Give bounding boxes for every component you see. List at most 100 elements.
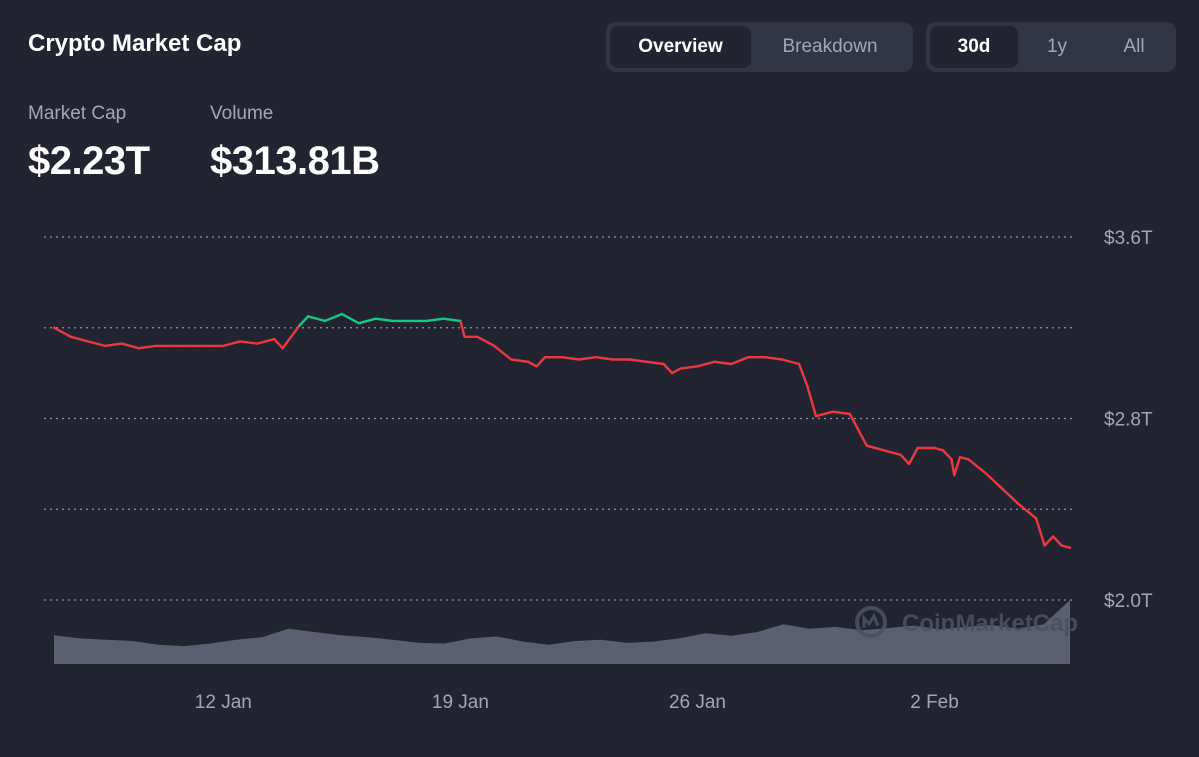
price-line-segment (137, 344, 157, 350)
price-point (899, 453, 902, 456)
y-axis: $2.0T $2.8T $3.6T (1104, 228, 1153, 612)
price-line-segment (357, 317, 377, 325)
price-line-segment (730, 356, 750, 366)
price-line-segment (256, 337, 276, 345)
price-point (222, 345, 225, 347)
price-line-segment (340, 312, 360, 325)
price-point (103, 345, 106, 347)
x-tick-label: 26 Jan (669, 692, 726, 713)
price-point (730, 363, 733, 365)
price-point (679, 367, 682, 370)
price-line-segment (953, 455, 962, 477)
x-tick-label: 2 Feb (910, 692, 959, 713)
price-line-segment (306, 315, 327, 323)
market-cap-stat: Market Cap $2.23T (28, 103, 150, 184)
price-point (671, 372, 673, 374)
price-point (645, 360, 648, 363)
price-point (628, 358, 631, 361)
price-point (425, 320, 428, 322)
price-point (849, 413, 851, 415)
y-tick-label: $2.8T (1104, 410, 1153, 431)
price-point (967, 458, 970, 461)
price-point (298, 324, 301, 327)
price-line-segment (984, 471, 1004, 490)
range-30d-button[interactable]: 30d (930, 26, 1018, 68)
price-point (120, 342, 123, 345)
price-line-layer (52, 312, 1072, 549)
tab-overview[interactable]: Overview (610, 26, 751, 68)
price-line-segment (281, 335, 293, 350)
price-line-segment (69, 335, 90, 343)
price-point (953, 474, 956, 477)
price-point (942, 449, 944, 452)
price-point (696, 365, 699, 368)
price-line-segment (1018, 503, 1038, 520)
price-point (87, 340, 89, 343)
price-point (950, 458, 953, 461)
price-line-segment (941, 449, 953, 461)
price-point (662, 363, 665, 365)
price-line-segment (120, 342, 140, 350)
range-1y-button[interactable]: 1y (1046, 36, 1068, 57)
price-point (256, 342, 259, 345)
price-point (865, 444, 868, 447)
tab-breakdown[interactable]: Breakdown (782, 36, 878, 57)
price-line-segment (594, 356, 614, 361)
price-line-segment (967, 458, 987, 475)
price-line-segment (239, 340, 259, 345)
price-point (307, 315, 309, 318)
price-line-segment (526, 360, 538, 368)
grid-layer (44, 236, 1075, 601)
price-point (463, 335, 466, 338)
price-point (70, 335, 72, 338)
price-line-segment (442, 317, 462, 323)
price-line-segment (1034, 517, 1046, 547)
price-line-segment (670, 367, 682, 375)
volume-label: Volume (210, 103, 274, 124)
price-line-segment (459, 319, 466, 338)
volume-stat: Volume $313.81B (210, 103, 380, 184)
price-line-segment (764, 356, 784, 361)
price-point (984, 472, 987, 474)
price-point (137, 347, 140, 350)
price-point (391, 320, 394, 322)
price-point (713, 360, 716, 363)
price-point (1018, 503, 1021, 506)
price-point (781, 358, 783, 361)
x-tick-label: 12 Jan (195, 692, 252, 713)
price-point (324, 320, 326, 322)
coinmarketcap-logo-mark (862, 612, 880, 628)
price-point (815, 415, 817, 418)
price-point (544, 356, 546, 359)
price-point (442, 317, 445, 320)
price-point (527, 360, 529, 363)
price-line-segment (323, 312, 344, 323)
price-point (806, 385, 809, 388)
price-line-segment (806, 385, 818, 418)
price-point (1035, 517, 1037, 520)
watermark: CoinMarketCap (855, 606, 1078, 638)
market-cap-value: $2.23T (28, 139, 150, 183)
price-line-segment (882, 449, 902, 456)
price-line-segment (1043, 535, 1055, 547)
price-point (595, 356, 597, 359)
price-point (281, 347, 284, 350)
price-point (747, 356, 750, 359)
watermark-text: CoinMarketCap (902, 610, 1078, 637)
price-line-segment (628, 358, 648, 363)
price-point (459, 320, 462, 322)
volume-area (54, 600, 1070, 664)
price-point (171, 345, 174, 347)
price-line-segment (831, 410, 852, 416)
price-line-segment (289, 324, 301, 338)
price-line-segment (103, 342, 123, 348)
price-point (764, 356, 767, 359)
price-point (188, 345, 191, 347)
coinmarketcap-logo-icon (855, 606, 887, 638)
range-all-button[interactable]: All (1123, 36, 1145, 57)
price-point (408, 320, 411, 322)
price-point (959, 456, 961, 458)
price-line-segment (950, 458, 956, 477)
